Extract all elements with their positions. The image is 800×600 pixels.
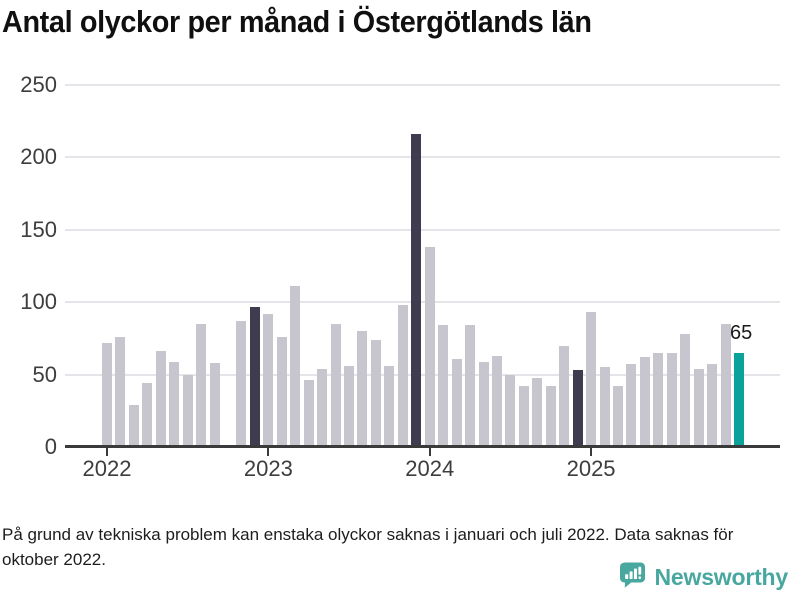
bar-2024-10 [545, 386, 556, 447]
bar-2025-11 [720, 323, 731, 447]
bar-2025-01 [586, 312, 597, 447]
gridline-150 [65, 228, 780, 231]
x-axis-tick-2025 [590, 448, 593, 456]
newsworthy-wordmark: Newsworthy [654, 564, 789, 590]
bar-2024-05 [478, 361, 489, 447]
gridline-250 [65, 84, 780, 87]
footnote: På grund av tekniska problem kan enstaka… [2, 525, 734, 569]
bar-2024-06 [491, 355, 502, 447]
newsworthy-speech-bubble-bar-chart-icon [619, 561, 647, 594]
bar-2023-06 [330, 323, 341, 447]
bar-2022-04 [142, 383, 153, 447]
bar-2025-09 [693, 368, 704, 447]
bar-2023-05 [317, 368, 328, 447]
bar-2022-12 [249, 306, 260, 447]
bar-2022-07 [182, 374, 193, 447]
plot-area: 65 [65, 84, 780, 456]
bar-2024-09 [532, 377, 543, 447]
bar-2023-09 [370, 339, 381, 447]
bar-2025-03 [612, 386, 623, 447]
bar-2022-08 [196, 323, 207, 447]
bar-2022-05 [155, 351, 166, 447]
gridline-200 [65, 156, 780, 159]
y-tick-label-100: 100 [20, 289, 57, 315]
newsworthy-logo: Newsworthy [619, 561, 788, 594]
bar-2025-07 [666, 352, 677, 447]
value-label-2025-12: 65 [730, 321, 753, 344]
bar-2024-08 [518, 386, 529, 447]
y-tick-label-50: 50 [32, 361, 57, 387]
x-axis-line [65, 445, 780, 448]
gridline-100 [65, 301, 780, 304]
x-tick-label-2022: 2022 [82, 456, 132, 481]
bar-2022-06 [169, 361, 180, 447]
bar-2024-04 [465, 325, 476, 447]
bar-2025-05 [639, 357, 650, 447]
bar-2023-02 [276, 336, 287, 447]
bar-2024-01 [424, 247, 435, 447]
bar-2023-12 [411, 134, 422, 447]
bar-2025-04 [626, 364, 637, 447]
x-axis-tick-2024 [428, 448, 431, 456]
x-tick-label-2023: 2023 [243, 456, 293, 481]
bar-2022-02 [115, 336, 126, 447]
bar-2022-03 [128, 405, 139, 447]
bar-2022-01 [102, 342, 112, 447]
y-tick-label-0: 0 [44, 434, 57, 459]
bar-2025-02 [599, 367, 610, 447]
bar-2024-02 [438, 325, 449, 447]
bar-2023-04 [303, 380, 314, 447]
bar-2024-07 [505, 374, 516, 447]
bar-2023-01 [263, 313, 274, 447]
x-axis-tick-2022 [106, 448, 108, 456]
bar-2025-10 [707, 364, 718, 447]
gridline-50 [65, 373, 780, 376]
bar-2025-08 [680, 334, 691, 447]
x-tick-label-2024: 2024 [405, 456, 455, 481]
bar-2022-09 [209, 363, 220, 447]
bar-2023-08 [357, 331, 368, 447]
bar-2023-10 [384, 365, 395, 447]
y-tick-label-200: 200 [20, 144, 57, 170]
x-axis-tick-2023 [267, 448, 270, 456]
bar-2024-12 [572, 370, 583, 447]
bar-2023-07 [344, 365, 355, 447]
x-tick-label-2025: 2025 [566, 456, 616, 481]
bar-2023-03 [290, 286, 301, 447]
bar-2025-12 [734, 352, 744, 447]
bar-2024-11 [559, 345, 570, 447]
y-tick-label-250: 250 [20, 72, 57, 97]
bar-2025-06 [653, 352, 664, 447]
y-tick-label-150: 150 [20, 216, 57, 242]
bar-2024-03 [451, 358, 462, 447]
bar-2023-11 [397, 305, 408, 447]
bar-2022-11 [236, 321, 247, 447]
chart-title: Antal olyckor per månad i Östergötlands … [2, 4, 592, 39]
